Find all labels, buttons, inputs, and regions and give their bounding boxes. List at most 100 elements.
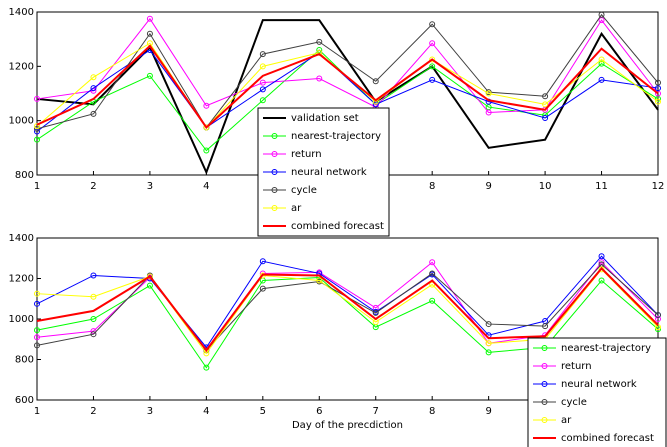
point-marker: [429, 270, 436, 277]
y-tick-label: 600: [15, 395, 34, 406]
point-marker: [203, 147, 210, 154]
x-tick-label: 4: [203, 406, 209, 417]
series-line: [36, 44, 659, 129]
series-line: [36, 266, 659, 353]
series-line: [36, 276, 659, 369]
point-marker: [90, 74, 97, 81]
point-marker: [146, 273, 153, 280]
point-marker: [542, 93, 549, 100]
point-marker: [655, 316, 661, 322]
point-marker: [203, 124, 210, 131]
x-tick-label: 8: [429, 181, 435, 192]
legend-marker: [541, 345, 548, 351]
point-marker: [655, 79, 661, 86]
series-line: [36, 49, 659, 132]
x-tick-label: 12: [652, 181, 665, 192]
point-marker: [259, 51, 266, 58]
legend-label: cycle: [291, 185, 317, 196]
legend-label: nearest-trajectory: [291, 131, 381, 142]
legend-label: ar: [561, 415, 572, 426]
legend-marker: [271, 205, 278, 211]
point-marker: [259, 63, 266, 70]
legend-marker: [541, 417, 548, 423]
series-line: [36, 13, 659, 130]
legend-label: ar: [291, 203, 302, 214]
y-tick-label: 1400: [9, 7, 34, 18]
x-tick-label: 2: [90, 406, 96, 417]
legend-label: neural network: [291, 167, 367, 178]
x-tick-label: 9: [485, 406, 491, 417]
point-marker: [90, 316, 97, 322]
x-tick-label: 11: [595, 181, 608, 192]
point-marker: [598, 60, 605, 67]
point-marker: [542, 101, 549, 108]
y-tick-label: 1200: [9, 274, 34, 285]
x-tick-label: 8: [429, 406, 435, 417]
x-tick-label: 7: [373, 406, 379, 417]
legend-box: [527, 337, 667, 447]
legend-label: return: [561, 361, 592, 372]
series-line: [36, 17, 659, 114]
point-marker: [146, 15, 153, 22]
x-tick-label: 5: [260, 406, 266, 417]
point-marker: [34, 342, 40, 349]
point-marker: [485, 109, 492, 116]
point-marker: [429, 281, 436, 288]
legend-label: combined forecast: [291, 221, 384, 232]
point-marker: [598, 266, 605, 273]
legend-label: validation set: [291, 113, 359, 124]
point-marker: [598, 56, 605, 63]
x-tick-label: 3: [147, 181, 153, 192]
point-marker: [203, 364, 210, 371]
point-marker: [34, 136, 40, 143]
point-marker: [34, 95, 40, 102]
point-marker: [429, 259, 436, 266]
point-marker: [316, 75, 323, 82]
point-marker: [259, 86, 266, 93]
point-marker: [485, 321, 492, 328]
legend-label: return: [291, 149, 322, 160]
point-marker: [259, 79, 266, 86]
legend-marker: [271, 187, 278, 193]
point-marker: [259, 258, 266, 265]
series-line: [36, 261, 659, 351]
point-marker: [90, 331, 97, 338]
x-tick-label: 10: [539, 181, 552, 192]
x-tick-label: 1: [34, 406, 40, 417]
point-marker: [485, 349, 492, 356]
legend-marker: [271, 151, 278, 157]
point-marker: [429, 63, 436, 70]
x-tick-label: 9: [485, 181, 491, 192]
x-tick-label: 3: [147, 406, 153, 417]
point-marker: [90, 85, 97, 92]
point-marker: [34, 327, 40, 334]
point-marker: [598, 253, 605, 260]
point-marker: [34, 290, 40, 297]
y-tick-label: 1400: [9, 233, 34, 244]
subplot: 800100012001400123456789101112validation…: [9, 7, 665, 237]
point-marker: [203, 102, 210, 109]
point-marker: [316, 277, 323, 284]
point-marker: [90, 272, 97, 279]
y-tick-label: 800: [15, 355, 34, 366]
point-marker: [316, 38, 323, 45]
point-marker: [598, 76, 605, 83]
point-marker: [146, 30, 153, 37]
point-marker: [372, 309, 379, 316]
y-tick-label: 800: [15, 170, 34, 181]
point-marker: [598, 11, 605, 18]
point-marker: [542, 114, 549, 121]
legend-marker: [541, 363, 548, 369]
legend-marker: [271, 133, 278, 139]
point-marker: [429, 297, 436, 304]
point-marker: [34, 334, 40, 341]
point-marker: [485, 340, 492, 347]
x-tick-label: 1: [34, 181, 40, 192]
legend-marker: [541, 381, 548, 387]
point-marker: [259, 285, 266, 292]
point-marker: [259, 97, 266, 104]
legend-label: combined forecast: [561, 433, 654, 444]
point-marker: [34, 300, 40, 307]
legend: validation set nearest-trajectory return ne…: [257, 107, 390, 237]
